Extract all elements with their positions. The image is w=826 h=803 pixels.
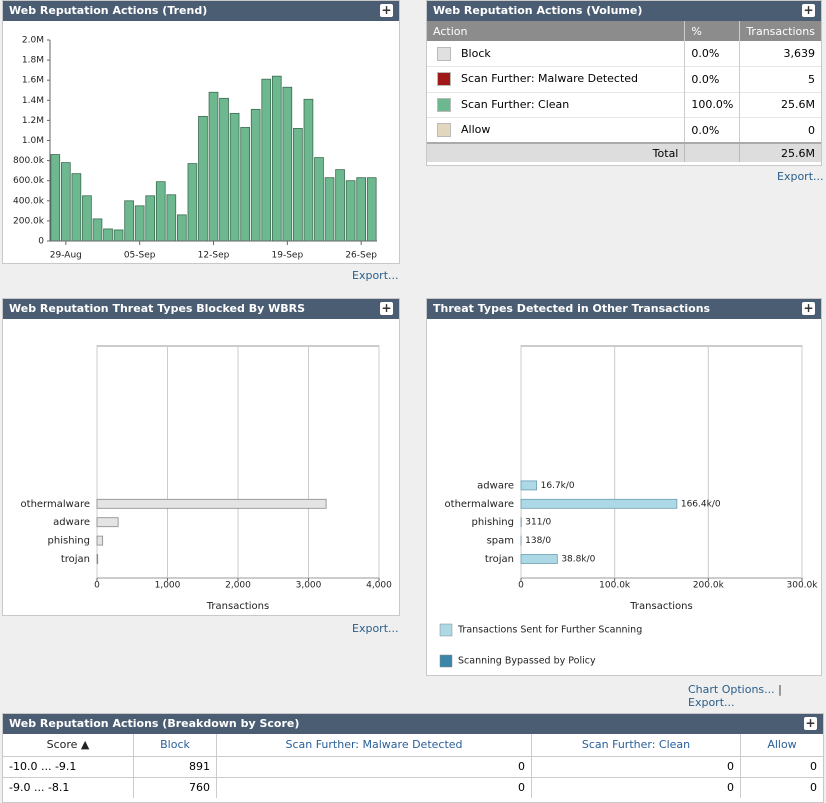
action-label: Block (461, 47, 491, 60)
action-swatch (437, 123, 451, 137)
cell: Total (427, 143, 685, 162)
column-header: % (685, 21, 740, 41)
cell: Block (427, 41, 685, 67)
panel-header: Web Reputation Threat Types Blocked By W… (3, 299, 399, 319)
panel-title: Web Reputation Threat Types Blocked By W… (9, 302, 305, 315)
expand-button[interactable]: + (804, 717, 817, 730)
action-label: Scan Further: Malware Detected (461, 72, 638, 85)
cell: 891 (134, 756, 217, 777)
table-row: Allow 0.0%0 (427, 118, 821, 144)
action-swatch (437, 47, 451, 61)
expand-button[interactable]: + (380, 4, 393, 17)
export-link[interactable]: Export... (688, 696, 735, 709)
cell: 5 (740, 67, 821, 93)
panel-title: Threat Types Detected in Other Transacti… (433, 302, 710, 315)
panel-title: Web Reputation Actions (Trend) (9, 4, 207, 17)
action-swatch (437, 98, 451, 112)
cell (685, 143, 740, 162)
other-panel: Threat Types Detected in Other Transacti… (426, 298, 822, 676)
panel-title: Web Reputation Actions (Breakdown by Sco… (9, 717, 299, 730)
column-header[interactable]: Allow (741, 734, 824, 756)
volume-panel: Web Reputation Actions (Volume) + Action … (426, 0, 822, 166)
chart-links: Chart Options... | Export... (688, 683, 826, 709)
export-link[interactable]: Export... (777, 170, 824, 183)
action-label: Allow (461, 123, 490, 136)
panel-header: Web Reputation Actions (Breakdown by Sco… (3, 714, 823, 734)
export-link[interactable]: Export... (352, 269, 399, 282)
trend-panel: Web Reputation Actions (Trend) + (2, 0, 400, 264)
cell: 3,639 (740, 41, 821, 67)
expand-button[interactable]: + (802, 302, 815, 315)
panel-title: Web Reputation Actions (Volume) (433, 4, 642, 17)
cell: 0.0% (685, 118, 740, 144)
blocked-panel: Web Reputation Threat Types Blocked By W… (2, 298, 400, 616)
cell: 0 (532, 777, 741, 798)
panel-header: Threat Types Detected in Other Transacti… (427, 299, 821, 319)
cell: 0.0% (685, 67, 740, 93)
export-link[interactable]: Export... (352, 622, 399, 635)
panel-header: Web Reputation Actions (Trend) + (3, 1, 399, 21)
cell: Scan Further: Malware Detected (427, 67, 685, 93)
column-header: Transactions (740, 21, 821, 41)
table-row: Scan Further: Clean 100.0%25.6M (427, 92, 821, 118)
cell: 0 (217, 756, 532, 777)
cell: 25.6M (740, 92, 821, 118)
cell: 25.6M (740, 143, 821, 162)
header-row: Action % Transactions (427, 21, 821, 41)
cell: -9.0 ... -8.1 (3, 777, 134, 798)
cell: -10.0 ... -9.1 (3, 756, 134, 777)
header-row: Score ▲ Block Scan Further: Malware Dete… (3, 734, 823, 756)
action-swatch (437, 72, 451, 86)
cell: 0 (741, 756, 824, 777)
column-header: Action (427, 21, 685, 41)
breakdown-table: Score ▲ Block Scan Further: Malware Dete… (3, 734, 823, 798)
table-row: Block 0.0%3,639 (427, 41, 821, 67)
cell: Allow (427, 118, 685, 144)
expand-button[interactable]: + (380, 302, 393, 315)
cell: 0 (740, 118, 821, 144)
column-header[interactable]: Score ▲ (3, 734, 134, 756)
breakdown-panel: Web Reputation Actions (Breakdown by Sco… (2, 713, 824, 803)
cell: Scan Further: Clean (427, 92, 685, 118)
total-row: Total 25.6M (427, 143, 821, 162)
cell: 0 (741, 777, 824, 798)
cell: 0 (217, 777, 532, 798)
table-row: Scan Further: Malware Detected 0.0%5 (427, 67, 821, 93)
cell: 0 (532, 756, 741, 777)
column-header[interactable]: Scan Further: Malware Detected (217, 734, 532, 756)
separator: | (778, 683, 782, 696)
cell: 100.0% (685, 92, 740, 118)
expand-button[interactable]: + (802, 4, 815, 17)
action-label: Scan Further: Clean (461, 98, 569, 111)
cell: 0.0% (685, 41, 740, 67)
cell: 760 (134, 777, 217, 798)
column-header[interactable]: Scan Further: Clean (532, 734, 741, 756)
column-header[interactable]: Block (134, 734, 217, 756)
chart-options-link[interactable]: Chart Options... (688, 683, 775, 696)
panel-header: Web Reputation Actions (Volume) + (427, 1, 821, 21)
